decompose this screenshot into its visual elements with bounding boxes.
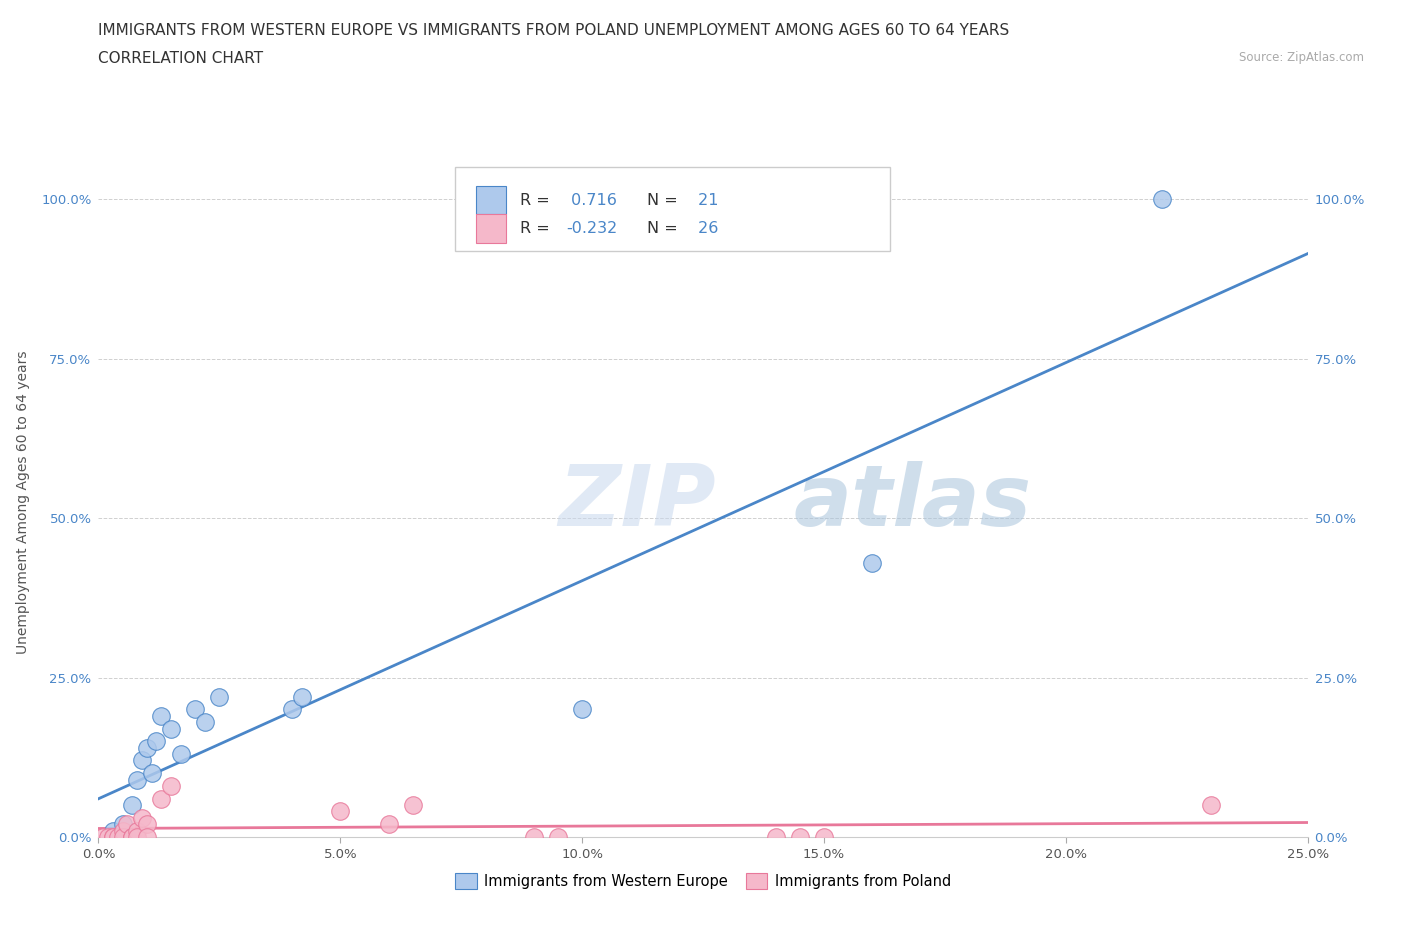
Point [150,791,173,806]
Point [169,747,191,762]
Text: N =: N = [647,221,678,236]
FancyBboxPatch shape [475,215,506,243]
Point [101,823,124,838]
Point [117,830,139,844]
Point [101,830,124,844]
Point [111,817,134,831]
Y-axis label: Unemployment Among Ages 60 to 64 years: Unemployment Among Ages 60 to 64 years [15,351,30,654]
Point [121,830,143,844]
Point [127,830,149,844]
Text: ZIP: ZIP [558,460,716,544]
Legend: Immigrants from Western Europe, Immigrants from Poland: Immigrants from Western Europe, Immigran… [447,866,959,897]
Point [127,823,149,838]
Point [97,830,120,844]
Text: R =: R = [520,221,550,236]
Point [281,702,304,717]
Point [111,823,134,838]
Point [184,702,207,717]
Point [523,830,546,844]
Point [194,715,217,730]
Point [145,734,167,749]
Point [135,740,157,755]
Point [135,830,157,844]
Point [117,817,139,831]
Text: 21: 21 [693,193,718,207]
Text: 26: 26 [693,221,718,236]
Text: 0.716: 0.716 [567,193,617,207]
Point [208,689,231,704]
Point [141,765,163,780]
Point [111,830,134,844]
Point [813,830,835,844]
Point [1152,192,1174,206]
Point [121,798,143,813]
Point [1199,798,1222,813]
Text: IMMIGRANTS FROM WESTERN EUROPE VS IMMIGRANTS FROM POLAND UNEMPLOYMENT AMONG AGES: IMMIGRANTS FROM WESTERN EUROPE VS IMMIGR… [98,23,1010,38]
Point [329,804,352,819]
Point [789,830,811,844]
Point [101,830,124,844]
Text: N =: N = [647,193,678,207]
Point [765,830,787,844]
Text: -0.232: -0.232 [567,221,617,236]
Point [131,753,153,768]
Point [160,721,183,736]
Point [402,798,425,813]
Point [135,817,157,831]
Text: Source: ZipAtlas.com: Source: ZipAtlas.com [1239,51,1364,64]
Point [571,702,593,717]
Point [377,817,399,831]
Point [131,810,153,825]
Point [290,689,312,704]
FancyBboxPatch shape [456,167,890,251]
FancyBboxPatch shape [475,186,506,214]
Point [547,830,569,844]
Text: CORRELATION CHART: CORRELATION CHART [98,51,263,66]
Point [121,830,143,844]
Text: atlas: atlas [793,460,1032,544]
Point [160,778,183,793]
Point [860,555,883,570]
Point [107,830,129,844]
Point [127,772,149,787]
Point [150,709,173,724]
Point [91,830,114,844]
Point [107,830,129,844]
Text: R =: R = [520,193,550,207]
